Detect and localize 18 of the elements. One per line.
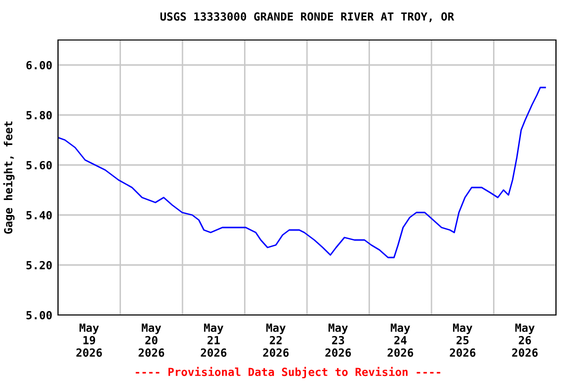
y-tick-label: 5.40 (26, 210, 52, 220)
y-tick-label: 5.20 (26, 260, 52, 270)
x-tick-label: May 20 2026 (138, 324, 164, 357)
x-tick-label: May 22 2026 (263, 324, 289, 357)
x-tick-label: May 24 2026 (388, 324, 414, 357)
y-tick-label: 5.60 (26, 160, 52, 170)
x-tick-label: May 26 2026 (512, 324, 538, 357)
x-tick-label: May 23 2026 (325, 324, 351, 357)
x-tick-label: May 21 2026 (200, 324, 226, 357)
x-tick-label: May 19 2026 (76, 324, 102, 357)
chart-title: USGS 13333000 GRANDE RONDE RIVER AT TROY, OR (160, 12, 454, 22)
y-axis-title: Gage height, feet (3, 122, 15, 234)
y-tick-label: 5.80 (26, 110, 52, 120)
line-series (58, 86, 546, 258)
x-tick-label: May 25 2026 (450, 324, 476, 357)
y-tick-label: 5.00 (26, 310, 52, 320)
text: ---- Provisional Data Subject to Revision ---- (136, 366, 440, 378)
y-tick-label: 6.00 (26, 60, 52, 70)
